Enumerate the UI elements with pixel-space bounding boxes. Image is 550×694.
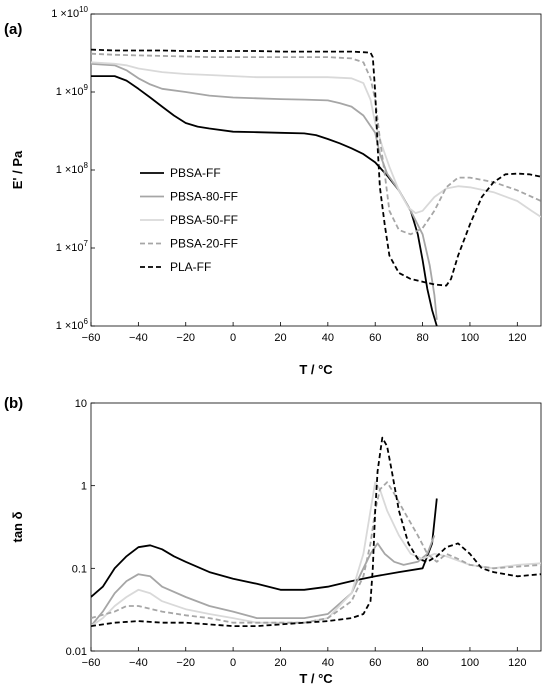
chart-b-tan-delta: −60 −40 −20 0 20 40 60 80 100 120 0.01 0.1 1 10 T / °C… bbox=[10, 398, 542, 686]
legend-label-pbsa-50-ff: PBSA-50-FF bbox=[170, 213, 238, 227]
x-tick-label: 20 bbox=[274, 657, 286, 669]
panel-a-label: (a) bbox=[4, 21, 22, 38]
series-line-pbsa-80-ff bbox=[91, 535, 436, 627]
panel-b-label: (b) bbox=[4, 395, 23, 412]
series-line-pbsa-50-ff bbox=[91, 481, 541, 627]
plot-frame bbox=[90, 13, 542, 327]
x-tick-label: −40 bbox=[129, 657, 148, 669]
x-tick-label: 120 bbox=[508, 657, 526, 669]
series-line-pla-ff bbox=[91, 48, 541, 287]
x-tick-label: 100 bbox=[461, 332, 479, 344]
x-tick-label: 40 bbox=[322, 332, 334, 344]
y-tick-label: 10 bbox=[75, 398, 87, 410]
x-tick-label: 60 bbox=[369, 332, 381, 344]
x-tick-label: −60 bbox=[82, 332, 101, 344]
x-tick-label: 100 bbox=[461, 657, 479, 669]
x-tick-label: 120 bbox=[508, 332, 526, 344]
legend-label-pbsa-ff: PBSA-FF bbox=[170, 166, 221, 180]
y-tick-label: 1 ×108 bbox=[56, 161, 89, 176]
x-tick-label: 0 bbox=[230, 657, 236, 669]
series-line-pbsa-20-ff bbox=[91, 52, 541, 236]
x-axis-title: T / °C bbox=[299, 671, 333, 686]
series-line-pbsa-ff bbox=[91, 75, 438, 326]
series-line-pbsa-20-ff bbox=[91, 481, 541, 624]
series-line-pla-ff bbox=[91, 436, 541, 627]
legend-label-pla-ff: PLA-FF bbox=[170, 260, 211, 274]
y-tick-label: 1 ×1010 bbox=[51, 5, 88, 20]
y-axis-title: tan δ bbox=[10, 511, 25, 542]
legend-label-pbsa-80-ff: PBSA-80-FF bbox=[170, 190, 238, 204]
series-line-pbsa-50-ff bbox=[91, 61, 541, 218]
x-tick-label: −20 bbox=[176, 657, 195, 669]
series-line-pbsa-ff bbox=[91, 498, 438, 598]
x-tick-label: 80 bbox=[416, 657, 428, 669]
chart-a-modulus: −60 −40 −20 0 20 40 60 80 100 120 1 ×106 1 ×107 1 ×1… bbox=[10, 5, 542, 377]
x-tick-label: 80 bbox=[416, 332, 428, 344]
x-tick-label: −60 bbox=[82, 657, 101, 669]
plot-frame bbox=[90, 402, 542, 652]
y-tick-label: 1 bbox=[81, 481, 87, 493]
x-tick-label: 0 bbox=[230, 332, 236, 344]
series-line-pbsa-80-ff bbox=[91, 62, 438, 320]
x-tick-label: 60 bbox=[369, 657, 381, 669]
x-tick-label: 40 bbox=[322, 657, 334, 669]
x-tick-label: −20 bbox=[176, 332, 195, 344]
x-tick-label: 20 bbox=[274, 332, 286, 344]
y-tick-label: 1 ×107 bbox=[56, 239, 89, 254]
legend-label-pbsa-20-ff: PBSA-20-FF bbox=[170, 237, 238, 251]
x-axis-title: T / °C bbox=[299, 362, 333, 377]
y-tick-label: 0.1 bbox=[72, 563, 87, 575]
x-tick-label: −40 bbox=[129, 332, 148, 344]
y-tick-label: 1 ×109 bbox=[56, 83, 89, 98]
y-tick-label: 1 ×106 bbox=[56, 317, 89, 332]
y-tick-label: 0.01 bbox=[66, 646, 87, 658]
y-axis-title: E' / Pa bbox=[10, 150, 25, 189]
